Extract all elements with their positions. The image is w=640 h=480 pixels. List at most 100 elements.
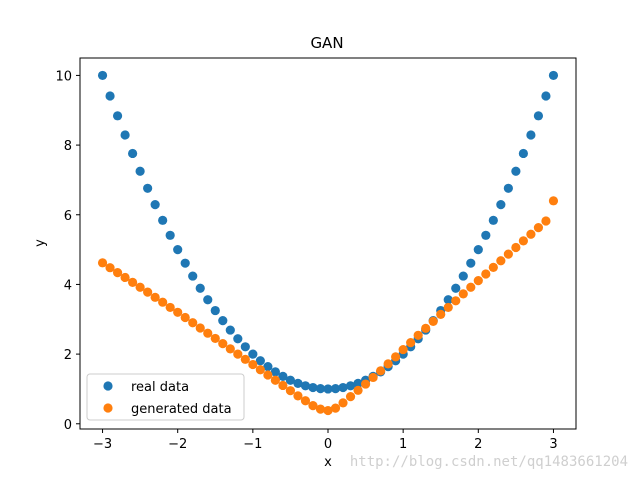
generated-data-point [398,344,408,355]
legend-box [86,373,245,421]
generated-data-point [210,333,220,344]
real-data-point [278,371,288,381]
real-data-point [338,382,348,393]
generated-data-point [233,349,243,359]
generated-data-point [496,256,506,266]
generated-data-point [473,276,483,286]
generated-data-point [97,258,108,268]
real-data-point [210,305,220,316]
generated-data-point [353,385,363,395]
y-tick-label: 6 [64,209,72,224]
generated-data-point [248,359,258,370]
real-data-point [315,383,326,394]
generated-data-point [240,354,250,364]
generated-data-point [150,292,160,302]
generated-data-point [195,323,205,333]
y-tick-label: 0 [64,418,72,433]
generated-data-point [360,379,371,389]
real-data-point [293,378,303,388]
real-data-point [518,148,528,159]
generated-data-point [518,236,528,246]
real-data-point [300,381,311,391]
generated-data-point [270,375,280,385]
generated-data-point [436,309,446,319]
generated-data-point [368,372,378,383]
generated-data-point [203,328,213,338]
generated-data-point [120,272,130,283]
generated-data-point [413,330,423,340]
real-data-legend-marker [103,381,113,391]
real-data-point [233,334,243,344]
real-data-point [173,245,183,255]
real-data-point [451,283,461,293]
real-data-point [105,91,115,101]
real-data-point [548,70,559,81]
generated-data-point [481,269,491,279]
generated-data-point [173,307,183,317]
series-layer [97,70,559,416]
real-data-legend-label: real data [131,380,189,395]
real-data-point [248,349,258,359]
generated-data-point [376,366,386,376]
generated-data-point [323,405,333,416]
real-data-point [285,375,296,385]
real-data-point [143,183,153,193]
real-data-point [225,325,235,335]
y-axis-label: y [33,239,48,247]
generated-data-point [421,323,431,333]
generated-data-legend-label: generated data [131,402,232,417]
real-data-point [488,215,498,225]
y-tick-label: 4 [64,278,72,293]
y-axis: 0 2 4 6 8 10 [55,69,80,433]
real-data-point [180,258,190,268]
generated-data-point [158,297,168,307]
real-data-point [188,271,198,281]
real-data-series [97,70,559,394]
real-data-point [443,295,453,305]
generated-data-point [383,359,393,369]
real-data-point [496,200,506,210]
real-data-point [511,166,521,176]
real-data-point [255,356,265,366]
real-data-point [481,230,491,240]
generated-data-point [406,338,416,348]
real-data-point [345,381,356,391]
generated-data-point [255,365,265,375]
real-data-point [112,111,123,121]
generated-data-point [218,339,228,349]
real-data-point [135,166,145,176]
generated-data-point [105,263,115,273]
x-tick-label: −1 [243,437,262,452]
real-data-point [473,245,483,255]
generated-data-legend-marker [103,403,113,413]
generated-data-point [338,398,348,408]
generated-data-point [511,242,521,253]
generated-data-point [143,287,153,297]
x-axis-label: x [324,455,332,470]
generated-data-point [533,223,544,233]
generated-data-point [488,262,498,272]
generated-data-point [345,392,356,402]
plot-frame [79,57,577,430]
x-tick-label: 0 [324,437,332,452]
real-data-point [218,316,228,326]
generated-data-point [293,391,303,401]
chart-title: GAN [310,34,343,52]
x-tick-label: 2 [474,437,482,452]
y-tick-label: 2 [64,348,72,363]
real-data-point [503,183,513,193]
x-tick-label: 1 [399,437,407,452]
x-axis: −3 −2 −1 0 1 2 3 [93,429,558,452]
generated-data-point [391,352,401,362]
generated-data-point [188,318,198,328]
real-data-point [128,148,138,159]
real-data-point [466,258,476,268]
generated-data-point [458,289,468,299]
generated-data-point [443,302,453,313]
real-data-point [240,342,250,352]
real-data-point [97,70,108,81]
generated-data-point [308,401,318,411]
x-tick-label: −2 [168,437,187,452]
generated-data-point [165,302,175,313]
generated-data-point [300,396,311,406]
